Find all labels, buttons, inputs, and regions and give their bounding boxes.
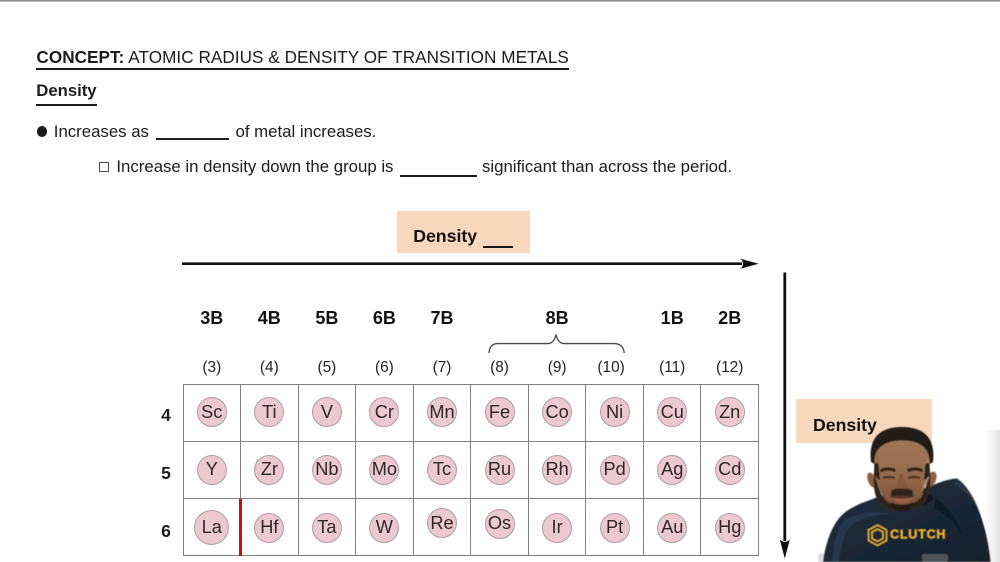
svg-text:CLUTCH: CLUTCH <box>890 528 946 542</box>
